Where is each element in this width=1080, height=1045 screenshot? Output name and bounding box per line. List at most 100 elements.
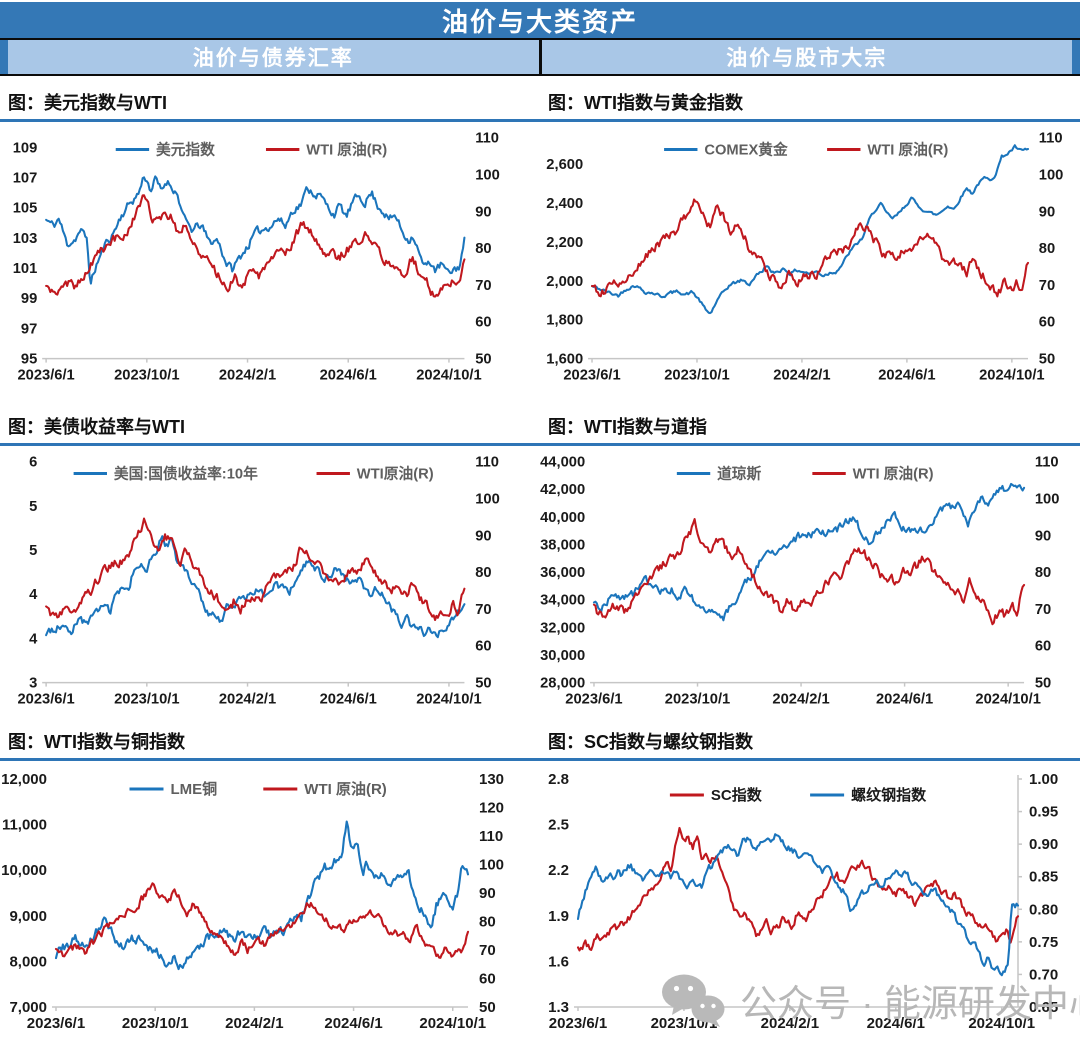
page-title: 油价与大类资产 [441, 6, 638, 37]
svg-text:80: 80 [475, 565, 491, 581]
chart-canvas-wti-copper: 2023/6/1 2023/10/1 2024/2/1 2024/6/1 2024/10… [1, 771, 504, 1032]
svg-text:101: 101 [13, 261, 38, 277]
svg-text:2024/6/1: 2024/6/1 [878, 367, 935, 383]
svg-text:109: 109 [13, 140, 38, 156]
svg-text:2024/2/1: 2024/2/1 [772, 691, 829, 707]
svg-text:34,000: 34,000 [540, 593, 585, 609]
svg-text:2,600: 2,600 [546, 157, 583, 173]
svg-text:2024/10/1: 2024/10/1 [979, 367, 1044, 383]
title-rule [0, 119, 1080, 122]
svg-text:32,000: 32,000 [540, 620, 585, 636]
svg-text:螺纹钢指数: 螺纹钢指数 [851, 786, 927, 804]
svg-text:2024/2/1: 2024/2/1 [773, 367, 830, 383]
svg-text:2023/10/1: 2023/10/1 [114, 367, 179, 383]
svg-text:70: 70 [1039, 278, 1055, 294]
svg-text:WTI 原油(R): WTI 原油(R) [867, 140, 948, 158]
svg-text:WTI 原油(R): WTI 原油(R) [853, 464, 934, 482]
svg-text:70: 70 [475, 278, 491, 294]
svg-text:0.65: 0.65 [1029, 999, 1058, 1016]
svg-text:7,000: 7,000 [9, 999, 47, 1016]
svg-text:90: 90 [1039, 204, 1055, 220]
chart-title-ust10y-wti: 图：美债收益率与WTI [8, 417, 185, 437]
svg-text:100: 100 [475, 491, 500, 507]
main-header: 油价与大类资产 [0, 2, 1080, 40]
svg-text:12,000: 12,000 [1, 771, 47, 788]
chart-title-wti-gold: 图：WTI指数与黄金指数 [548, 93, 743, 113]
svg-text:2023/10/1: 2023/10/1 [665, 691, 730, 707]
svg-text:10,000: 10,000 [1, 862, 47, 879]
svg-text:120: 120 [479, 800, 504, 817]
svg-text:2023/6/1: 2023/6/1 [549, 1015, 607, 1032]
svg-text:1,600: 1,600 [546, 352, 583, 368]
svg-text:2,000: 2,000 [546, 274, 583, 290]
svg-text:SC指数: SC指数 [711, 786, 763, 804]
svg-text:80: 80 [479, 914, 496, 931]
chart-row-1: 图：美元指数与WTI 图：WTI指数与黄金指数 2023/6/1 2023/10/… [0, 88, 1080, 394]
svg-text:2.2: 2.2 [548, 862, 569, 879]
svg-text:11,000: 11,000 [2, 817, 47, 834]
svg-text:WTI 原油(R): WTI 原油(R) [304, 780, 386, 798]
svg-text:2023/10/1: 2023/10/1 [651, 1015, 718, 1032]
svg-text:36,000: 36,000 [540, 565, 585, 581]
svg-text:2,400: 2,400 [546, 196, 583, 212]
svg-text:1.00: 1.00 [1029, 771, 1058, 788]
svg-text:50: 50 [1039, 352, 1055, 368]
svg-text:5: 5 [29, 499, 37, 515]
svg-text:2024/6/1: 2024/6/1 [876, 691, 933, 707]
svg-text:100: 100 [1035, 491, 1060, 507]
svg-text:2024/10/1: 2024/10/1 [968, 1015, 1035, 1032]
svg-text:2023/10/1: 2023/10/1 [664, 367, 729, 383]
sub-header-cells: 油价与债券汇率 油价与股市大宗 [8, 40, 1072, 74]
title-rule [0, 443, 1080, 446]
chart-title-wti-copper: 图：WTI指数与铜指数 [8, 732, 185, 752]
svg-text:80: 80 [475, 241, 491, 257]
sub-header: 油价与债券汇率 油价与股市大宗 [0, 40, 1080, 76]
svg-text:WTI原油(R): WTI原油(R) [357, 464, 434, 482]
svg-text:3: 3 [29, 676, 37, 692]
svg-text:2023/6/1: 2023/6/1 [565, 691, 622, 707]
section-divider [538, 40, 542, 74]
chart-canvas-sc-rebar: 2023/6/1 2023/10/1 2024/2/1 2024/6/1 2024/10… [548, 771, 1058, 1032]
chart-canvas-ust10y-wti: 2023/6/1 2023/10/1 2024/2/1 2024/6/1 2024/10… [17, 455, 500, 708]
svg-text:2.8: 2.8 [548, 771, 569, 788]
svg-text:5: 5 [29, 543, 37, 559]
svg-text:100: 100 [479, 857, 504, 874]
svg-text:0.80: 0.80 [1029, 901, 1058, 918]
svg-text:2023/10/1: 2023/10/1 [122, 1015, 189, 1032]
svg-text:2024/2/1: 2024/2/1 [761, 1015, 819, 1032]
svg-text:60: 60 [475, 639, 491, 655]
svg-text:80: 80 [1035, 565, 1051, 581]
svg-text:1.9: 1.9 [548, 908, 569, 925]
row-1-titles: 图：美元指数与WTI 图：WTI指数与黄金指数 [0, 88, 1080, 118]
svg-text:WTI 原油(R): WTI 原油(R) [306, 140, 387, 158]
svg-text:2024/2/1: 2024/2/1 [225, 1015, 283, 1032]
svg-text:2,200: 2,200 [546, 235, 583, 251]
svg-text:107: 107 [13, 171, 38, 187]
svg-text:97: 97 [21, 321, 37, 337]
chart-canvas-usd-wti: 2023/6/1 2023/10/1 2024/2/1 2024/6/1 2024/10… [13, 131, 500, 384]
svg-text:1,800: 1,800 [546, 313, 583, 329]
svg-text:60: 60 [475, 315, 491, 331]
svg-text:38,000: 38,000 [540, 537, 585, 553]
svg-text:28,000: 28,000 [540, 676, 585, 692]
svg-text:8,000: 8,000 [9, 953, 47, 970]
svg-text:2023/6/1: 2023/6/1 [27, 1015, 85, 1032]
svg-text:44,000: 44,000 [540, 455, 585, 471]
chart-canvas-wti-dow: 2023/6/1 2023/10/1 2024/2/1 2024/6/1 2024/10… [540, 455, 1060, 708]
svg-text:2023/6/1: 2023/6/1 [563, 367, 620, 383]
svg-text:美国:国债收益率:10年: 美国:国债收益率:10年 [114, 464, 258, 482]
chart-title-wti-dow: 图：WTI指数与道指 [548, 417, 707, 437]
svg-text:2024/6/1: 2024/6/1 [324, 1015, 382, 1032]
svg-text:2024/10/1: 2024/10/1 [416, 691, 481, 707]
svg-text:90: 90 [479, 885, 496, 902]
svg-text:道琼斯: 道琼斯 [717, 464, 761, 482]
svg-text:130: 130 [479, 771, 504, 788]
svg-text:70: 70 [475, 602, 491, 618]
svg-text:2.5: 2.5 [548, 817, 569, 834]
svg-text:105: 105 [13, 201, 38, 217]
svg-text:美元指数: 美元指数 [156, 140, 215, 158]
chart-row-3: 图：WTI指数与铜指数 图：SC指数与螺纹钢指数 2023/6/1 2023/10… [0, 727, 1080, 1043]
svg-text:99: 99 [21, 291, 37, 307]
svg-text:80: 80 [1039, 241, 1055, 257]
